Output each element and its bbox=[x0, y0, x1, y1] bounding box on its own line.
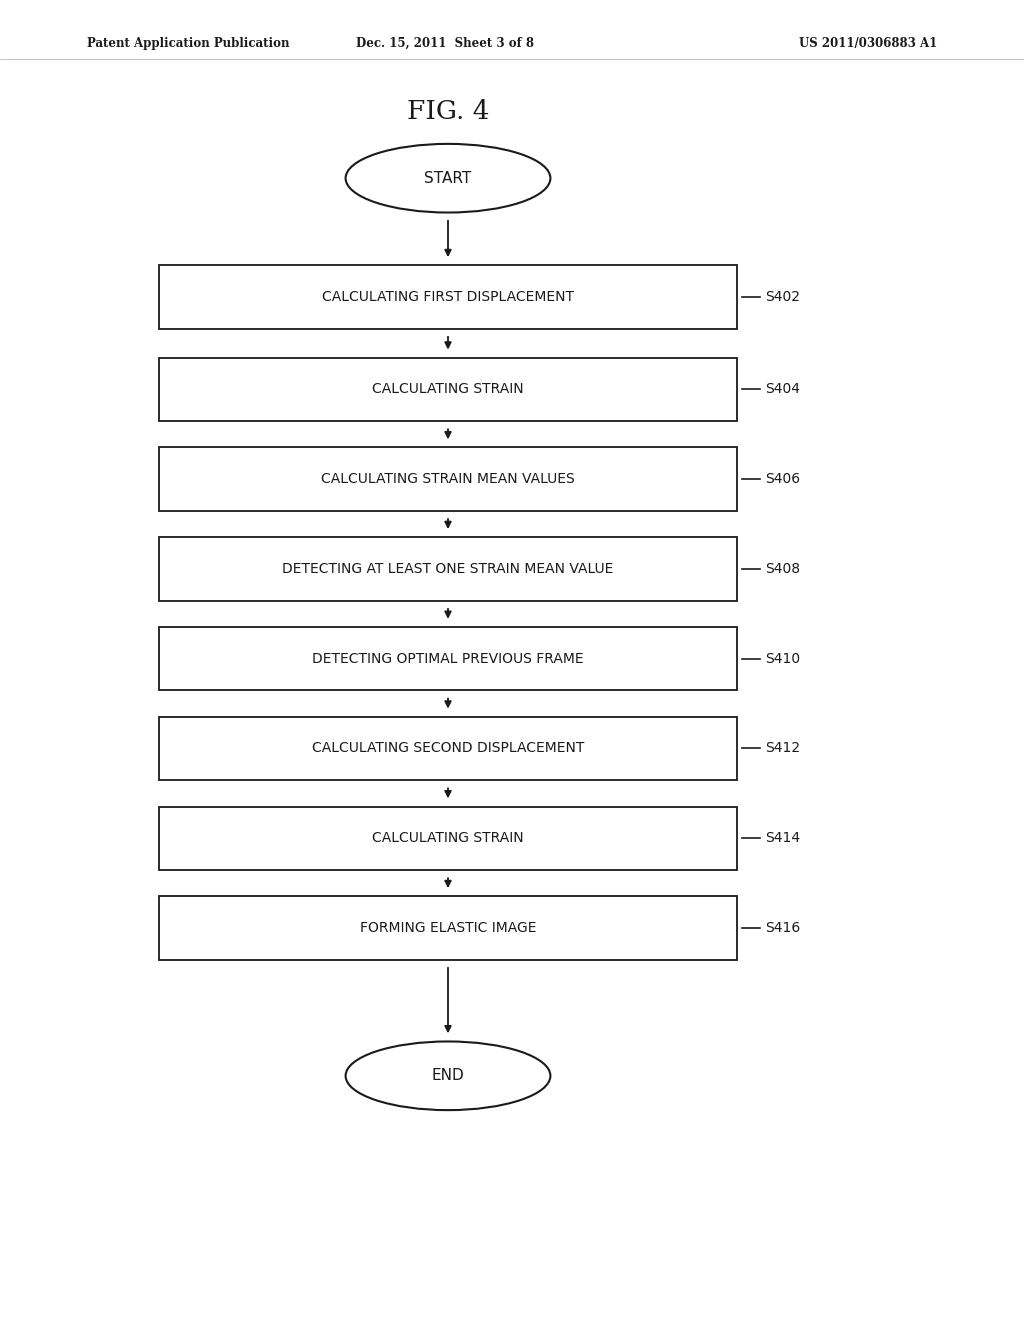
FancyBboxPatch shape bbox=[159, 627, 737, 690]
Text: S408: S408 bbox=[765, 562, 800, 576]
Text: S402: S402 bbox=[765, 290, 800, 304]
Text: S406: S406 bbox=[765, 473, 800, 486]
Text: US 2011/0306883 A1: US 2011/0306883 A1 bbox=[799, 37, 937, 50]
Text: CALCULATING FIRST DISPLACEMENT: CALCULATING FIRST DISPLACEMENT bbox=[322, 290, 574, 304]
Text: S416: S416 bbox=[765, 921, 800, 935]
FancyBboxPatch shape bbox=[159, 358, 737, 421]
Text: CALCULATING STRAIN MEAN VALUES: CALCULATING STRAIN MEAN VALUES bbox=[322, 473, 574, 486]
Text: DETECTING OPTIMAL PREVIOUS FRAME: DETECTING OPTIMAL PREVIOUS FRAME bbox=[312, 652, 584, 665]
Text: Patent Application Publication: Patent Application Publication bbox=[87, 37, 290, 50]
FancyBboxPatch shape bbox=[159, 717, 737, 780]
Text: CALCULATING STRAIN: CALCULATING STRAIN bbox=[372, 383, 524, 396]
Text: Dec. 15, 2011  Sheet 3 of 8: Dec. 15, 2011 Sheet 3 of 8 bbox=[356, 37, 535, 50]
Text: FIG. 4: FIG. 4 bbox=[407, 99, 489, 124]
Text: START: START bbox=[424, 170, 472, 186]
Ellipse shape bbox=[346, 1041, 551, 1110]
FancyBboxPatch shape bbox=[159, 807, 737, 870]
Text: CALCULATING STRAIN: CALCULATING STRAIN bbox=[372, 832, 524, 845]
Text: CALCULATING SECOND DISPLACEMENT: CALCULATING SECOND DISPLACEMENT bbox=[312, 742, 584, 755]
Ellipse shape bbox=[346, 144, 551, 213]
Text: S410: S410 bbox=[765, 652, 800, 665]
Text: FORMING ELASTIC IMAGE: FORMING ELASTIC IMAGE bbox=[359, 921, 537, 935]
Text: S414: S414 bbox=[765, 832, 800, 845]
Text: S404: S404 bbox=[765, 383, 800, 396]
FancyBboxPatch shape bbox=[159, 896, 737, 960]
Text: DETECTING AT LEAST ONE STRAIN MEAN VALUE: DETECTING AT LEAST ONE STRAIN MEAN VALUE bbox=[283, 562, 613, 576]
Text: S412: S412 bbox=[765, 742, 800, 755]
Text: END: END bbox=[432, 1068, 464, 1084]
FancyBboxPatch shape bbox=[159, 447, 737, 511]
FancyBboxPatch shape bbox=[159, 537, 737, 601]
FancyBboxPatch shape bbox=[159, 265, 737, 329]
